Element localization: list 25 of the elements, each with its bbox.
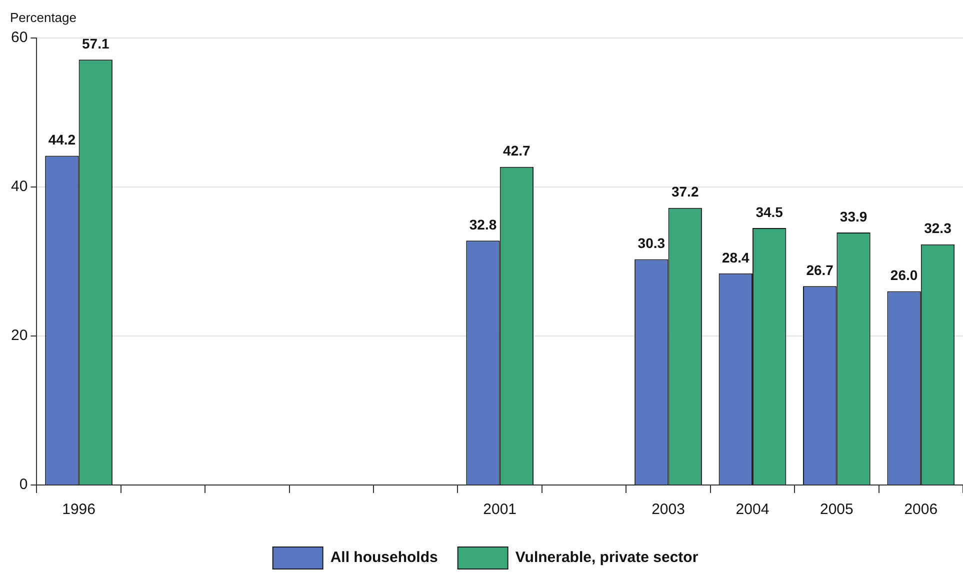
data-label: 26.7 [806, 262, 834, 278]
data-label: 34.5 [756, 204, 784, 220]
x-tick-label: 2005 [820, 501, 854, 518]
legend-label: Vulnerable, private sector [515, 549, 698, 566]
legend-label: All households [330, 549, 438, 566]
data-label: 32.8 [469, 216, 497, 232]
y-tick-label: 0 [19, 476, 28, 494]
data-label: 44.2 [48, 132, 76, 148]
data-label: 32.3 [924, 220, 952, 236]
data-label: 26.0 [890, 267, 918, 284]
data-label: 33.9 [840, 208, 868, 224]
data-label: 28.4 [722, 249, 750, 266]
data-label: 30.3 [638, 235, 666, 252]
y-tick-label: 60 [10, 29, 28, 46]
x-tick-label: 2001 [483, 501, 517, 518]
x-tick-label: 2006 [904, 501, 938, 518]
y-tick-label: 20 [10, 327, 28, 344]
x-tick-label: 2003 [652, 501, 685, 518]
data-label: 57.1 [82, 35, 110, 52]
data-label: 42.7 [503, 142, 531, 159]
data-label: 37.2 [671, 184, 699, 200]
x-tick-label: 2004 [736, 501, 770, 518]
y-axis-title: Percentage [10, 10, 76, 26]
x-tick-label: 1996 [62, 501, 96, 518]
y-tick-label: 40 [10, 178, 28, 196]
